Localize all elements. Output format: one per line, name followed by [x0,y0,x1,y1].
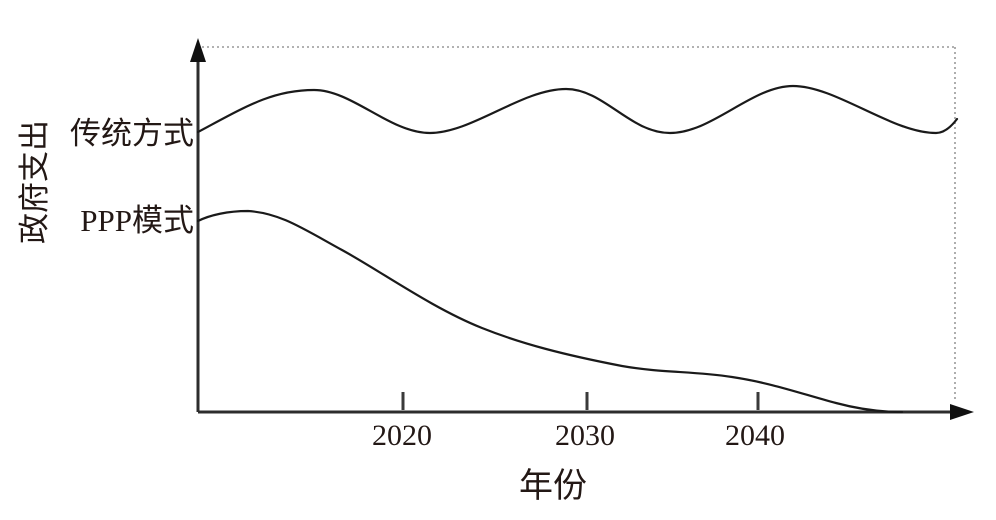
x-tick-label-2030: 2030 [555,419,615,452]
series-label-traditional: 传统方式 [70,116,194,151]
y-axis-title: 政府支出 [17,120,52,244]
x-axis-arrow-icon [950,404,974,420]
x-tick-label-2020: 2020 [372,419,432,452]
series-label-ppp: PPP模式 [80,203,194,238]
curve-traditional [196,84,959,135]
y-axis-arrow-icon [190,38,206,62]
x-tick-label-2040: 2040 [725,419,785,452]
x-axis-title: 年份 [519,467,587,505]
curve-ppp [196,209,904,414]
